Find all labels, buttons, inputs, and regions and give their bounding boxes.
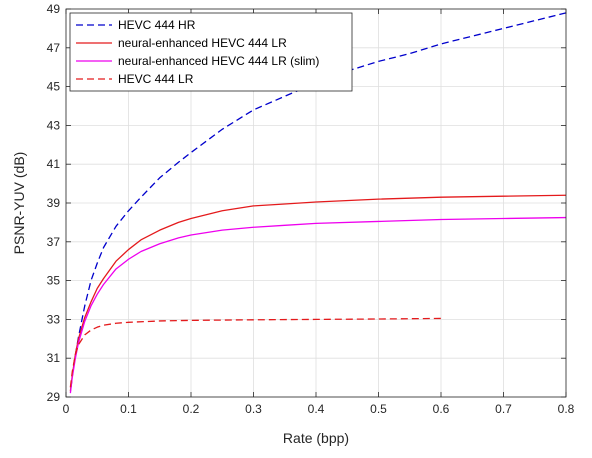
series-line-1: [69, 194, 567, 392]
y-tick-label: 41: [47, 157, 61, 171]
y-tick-label: 43: [47, 118, 61, 132]
y-tick-label: 29: [47, 390, 61, 404]
x-tick-label: 0.4: [308, 402, 325, 416]
x-tick-label: 0.8: [558, 402, 575, 416]
y-axis-label: PSNR-YUV (dB): [11, 152, 27, 255]
tick-labels: 0 0.1 0.2 0.3 0.4 0.5 0.6 0.7 0.8 29 31 33 35 37 39 41 4…: [47, 2, 575, 416]
y-tick-label: 31: [47, 351, 61, 365]
y-tick-label: 45: [47, 80, 61, 94]
y-tick-label: 39: [47, 196, 61, 210]
legend-label-1: neural-enhanced HEVC 444 LR: [118, 36, 287, 50]
x-tick-label: 0.2: [183, 402, 200, 416]
series-line-2: [69, 216, 567, 394]
x-axis-label: Rate (bpp): [283, 430, 349, 446]
legend: HEVC 444 HR neural-enhanced HEVC 444 LR ne…: [69, 12, 353, 92]
legend-label-3: HEVC 444 LR: [118, 72, 194, 86]
ticks: [65, 8, 567, 398]
x-tick-label: 0.3: [245, 402, 262, 416]
x-tick-label: 0.7: [495, 402, 512, 416]
x-tick-label: 0.1: [120, 402, 137, 416]
legend-label-0: HEVC 444 HR: [118, 18, 196, 32]
y-tick-label: 47: [47, 41, 61, 55]
legend-box: [69, 12, 353, 92]
x-tick-label: 0.5: [370, 402, 387, 416]
y-tick-label: 35: [47, 274, 61, 288]
y-tick-label: 49: [47, 2, 61, 16]
x-tick-label: 0.6: [433, 402, 450, 416]
legend-label-2: neural-enhanced HEVC 444 LR (slim): [118, 54, 319, 68]
y-tick-label: 37: [47, 235, 61, 249]
series-line-3: [69, 317, 442, 388]
x-tick-label: 0: [63, 402, 70, 416]
series-group: [69, 12, 567, 394]
y-tick-label: 33: [47, 312, 61, 326]
